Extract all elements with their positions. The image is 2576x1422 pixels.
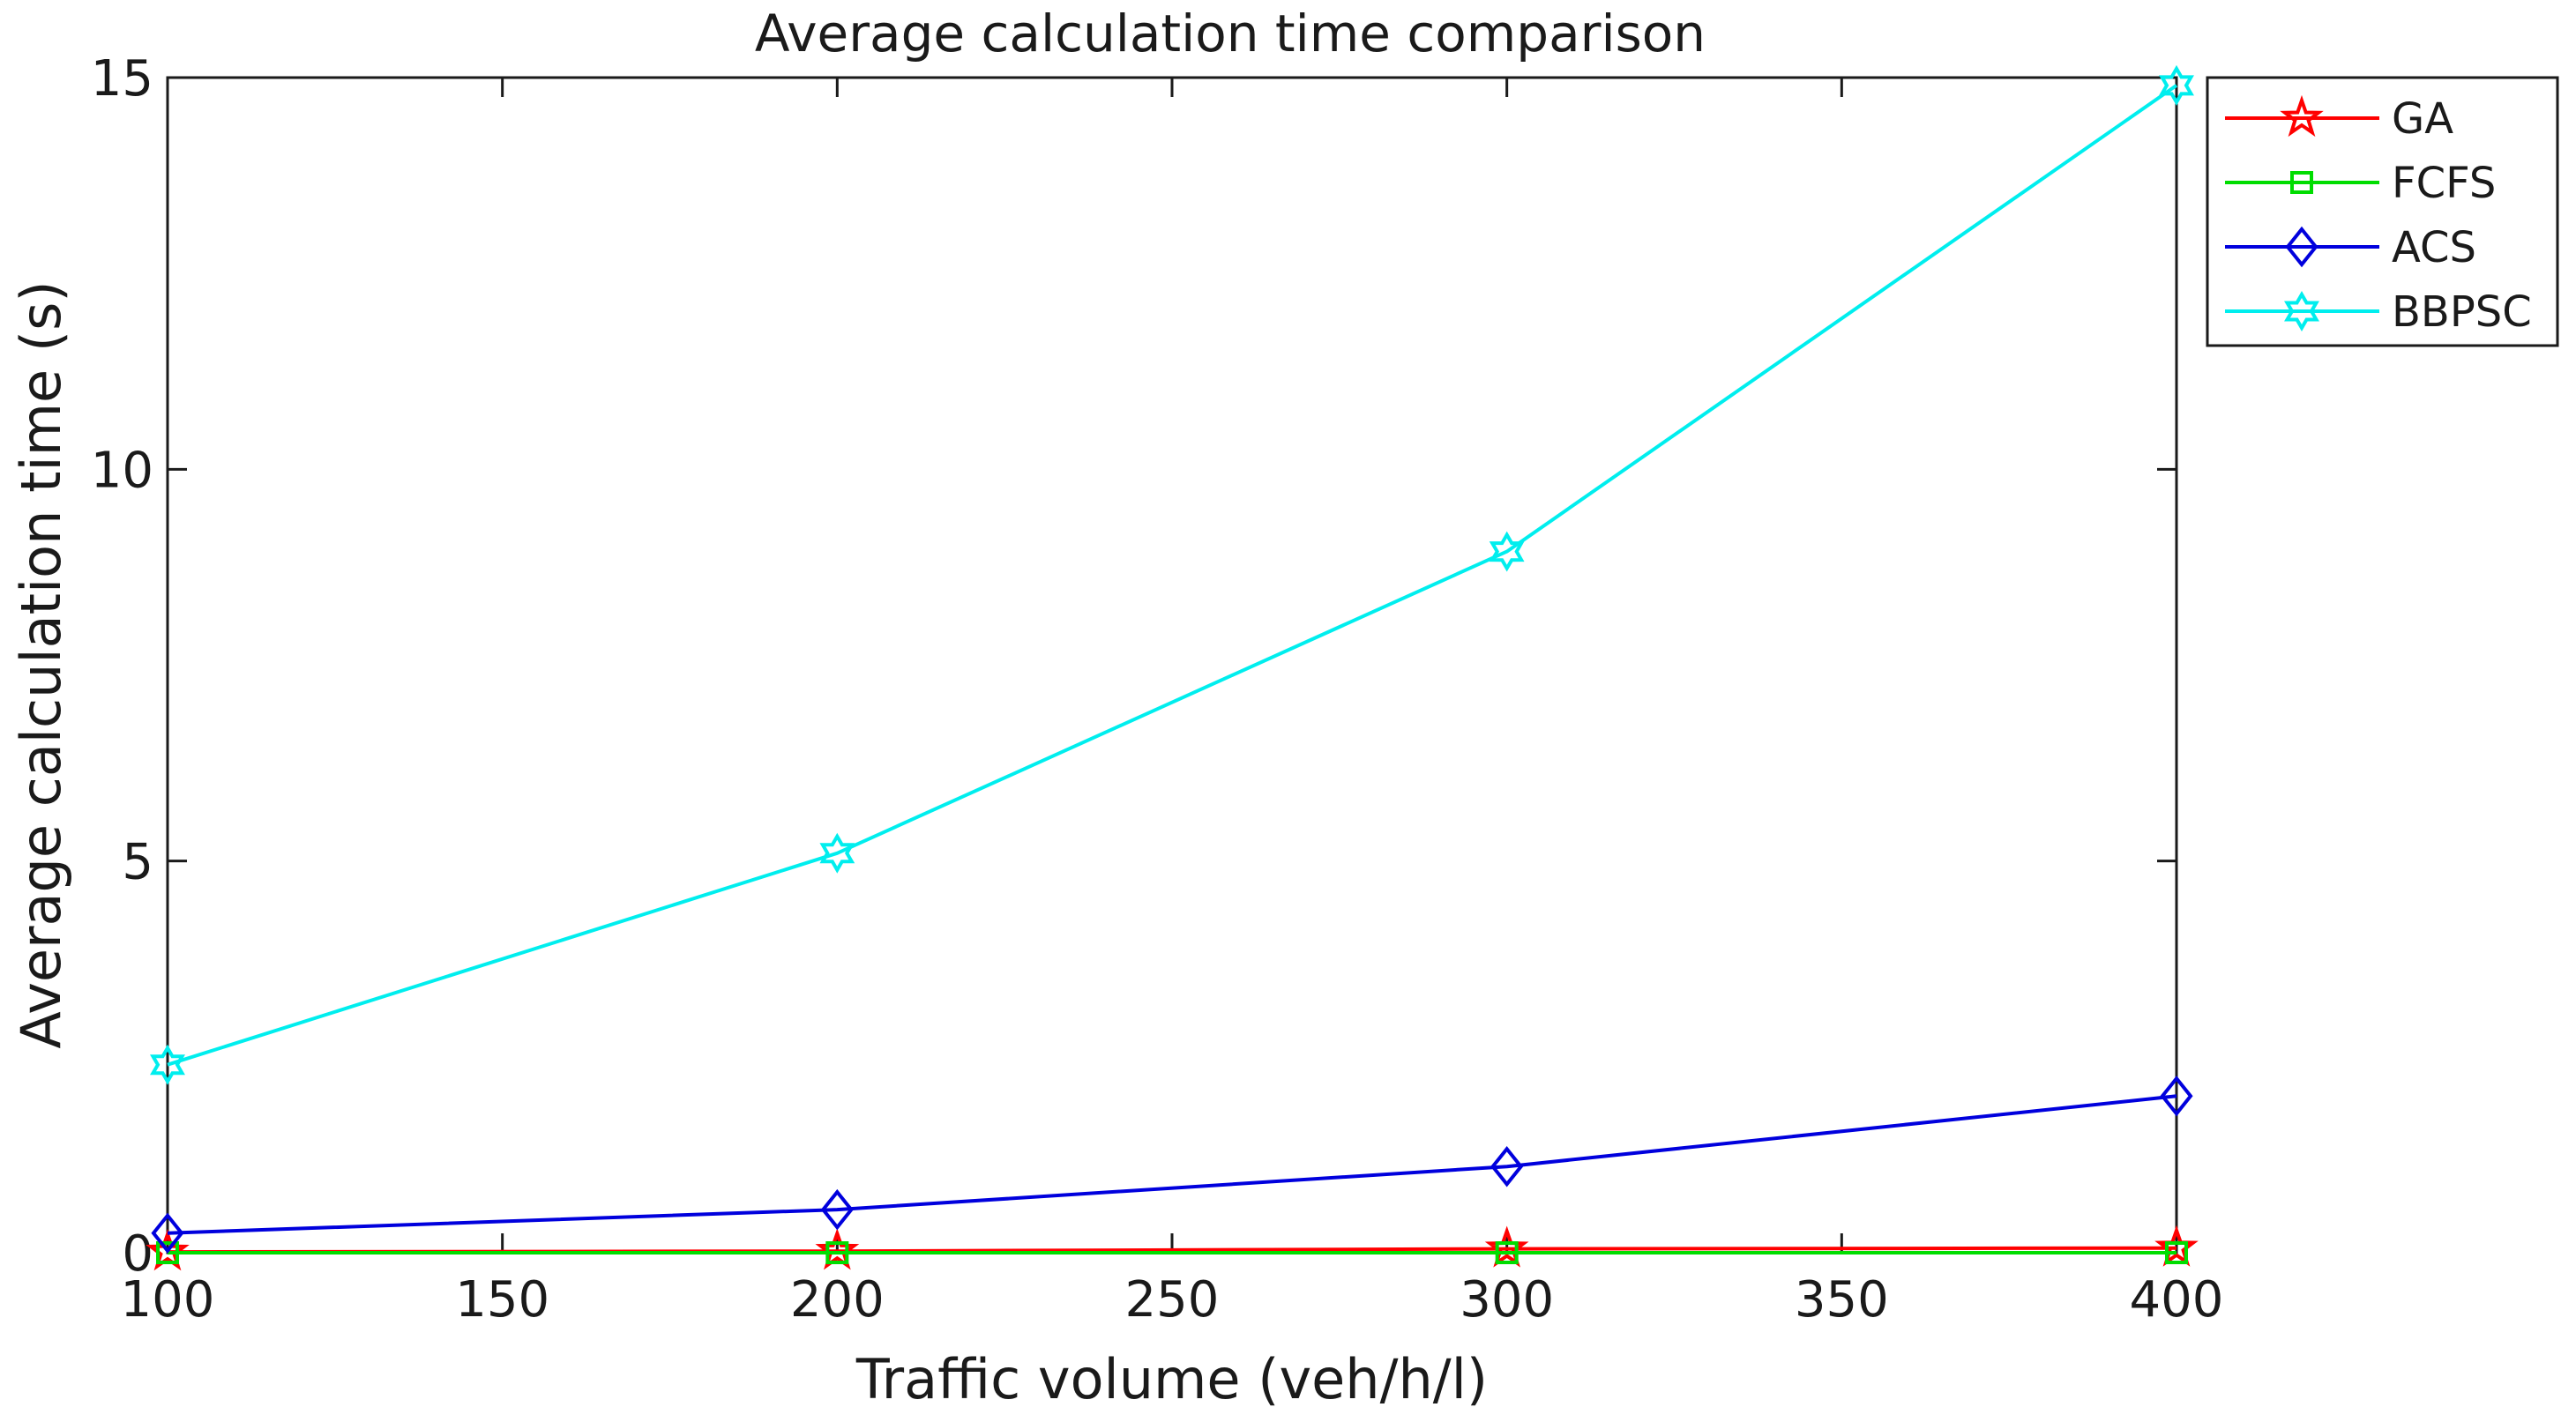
x-tick-label: 250 xyxy=(1125,1271,1220,1329)
series-line xyxy=(167,1094,2177,1235)
legend-label: GA xyxy=(2392,94,2453,144)
y-axis: 0 5 10 15 xyxy=(91,50,2177,1283)
data-point xyxy=(820,1188,854,1231)
data-point xyxy=(1495,1241,1519,1264)
legend-label: ACS xyxy=(2392,223,2476,272)
series-layer xyxy=(146,64,2199,1271)
data-point xyxy=(150,1044,185,1085)
data-point xyxy=(815,1228,860,1270)
data-point xyxy=(146,1229,190,1271)
x-axis-label: Traffic volume (veh/h/l) xyxy=(855,1347,1488,1411)
series-bbpsc xyxy=(150,64,2194,1085)
data-point xyxy=(2159,64,2194,106)
legend-box xyxy=(2206,76,2559,347)
data-point xyxy=(825,1241,849,1264)
legend-marker xyxy=(2290,171,2313,194)
series-acs xyxy=(151,1076,2193,1254)
legend: GA FCFS ACS BBPSC xyxy=(2206,76,2559,347)
data-point xyxy=(1490,1146,1524,1187)
data-point xyxy=(2154,1225,2199,1267)
y-axis-label: Average calculation time (s) xyxy=(9,280,73,1048)
y-tick-label: 5 xyxy=(122,834,153,891)
y-tick-label: 10 xyxy=(91,442,153,499)
data-point xyxy=(1484,1225,1529,1268)
data-point xyxy=(819,832,855,874)
data-point xyxy=(156,1241,179,1264)
legend-marker xyxy=(2285,226,2318,268)
legend-marker xyxy=(2284,291,2319,331)
x-axis: 100 150 200 250 300 350 400 xyxy=(121,78,2224,1329)
legend-label: FCFS xyxy=(2392,159,2496,208)
x-tick-label: 300 xyxy=(1460,1271,1554,1329)
data-point xyxy=(2160,1076,2193,1117)
y-tick-label: 15 xyxy=(91,50,153,108)
y-tick-label: 0 xyxy=(122,1225,153,1283)
series-line xyxy=(167,84,2178,1067)
legend-entry-acs: ACS xyxy=(2225,223,2476,272)
data-point xyxy=(1489,531,1525,572)
legend-entry-ga: GA xyxy=(2225,94,2453,144)
x-tick-label: 350 xyxy=(1795,1271,1889,1329)
legend-label: BBPSC xyxy=(2392,287,2532,337)
x-tick-label: 100 xyxy=(121,1271,215,1329)
data-point xyxy=(151,1212,184,1254)
plot-frame xyxy=(166,76,2178,1254)
series-fcfs xyxy=(156,1241,2188,1264)
legend-entry-fcfs: FCFS xyxy=(2225,159,2496,208)
x-tick-label: 150 xyxy=(455,1271,549,1329)
chart-title: Average calculation time comparison xyxy=(755,4,1706,63)
x-tick-label: 400 xyxy=(2130,1271,2224,1329)
data-point xyxy=(2165,1241,2188,1264)
plot-area: 100 150 200 250 300 350 400 0 5 10 15 xyxy=(91,50,2224,1329)
legend-entry-bbpsc: BBPSC xyxy=(2225,287,2532,337)
legend-marker xyxy=(2280,94,2324,138)
legend-entries: GA FCFS ACS BBPSC xyxy=(2225,94,2532,337)
x-tick-label: 200 xyxy=(790,1271,885,1329)
